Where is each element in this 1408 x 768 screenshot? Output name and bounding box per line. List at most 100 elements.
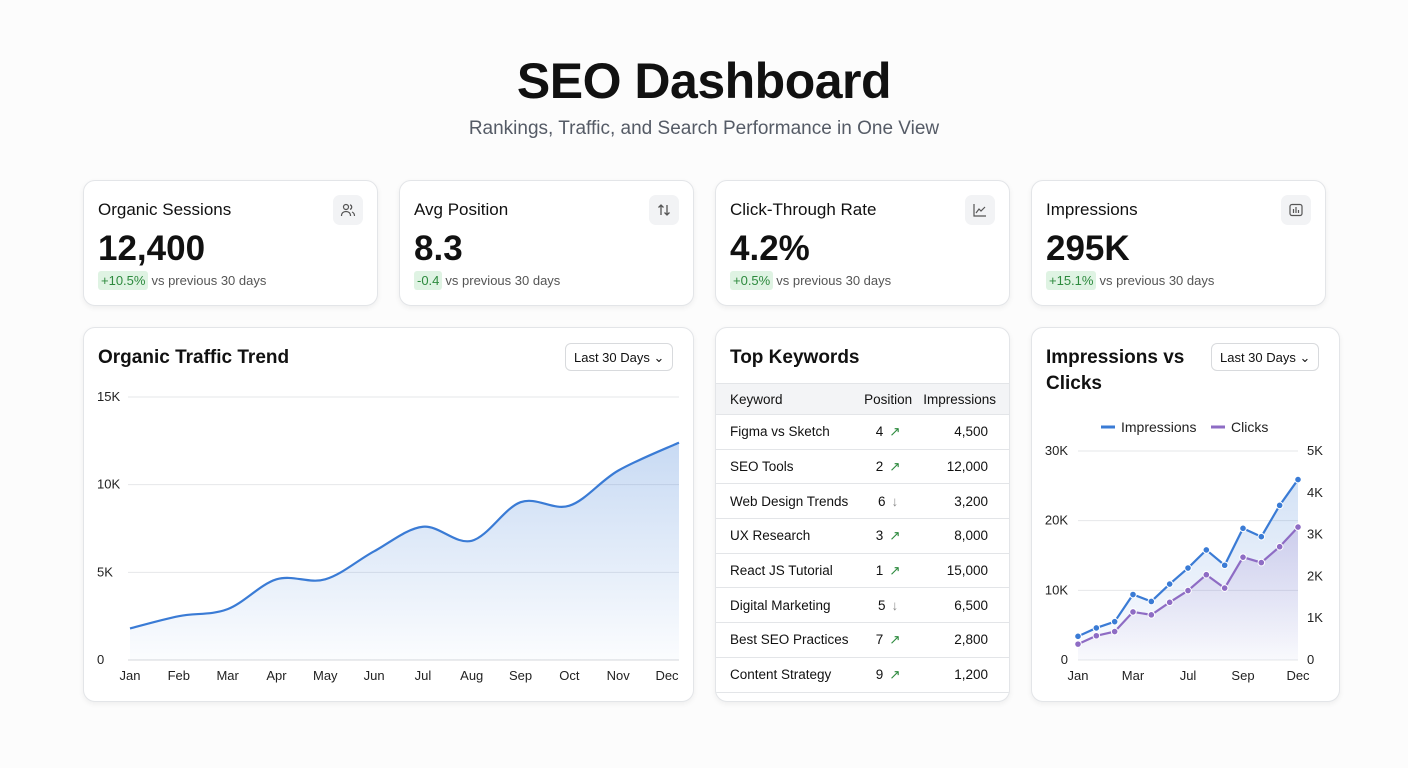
keyword-cell: Web Design Trends — [716, 483, 862, 520]
data-point — [1275, 542, 1284, 551]
x-tick-label: May — [313, 668, 338, 683]
bar-chart-icon — [1281, 195, 1311, 225]
x-tick-label: Aug — [460, 668, 483, 683]
traffic-line — [129, 441, 680, 630]
page-title: SEO Dashboard — [516, 53, 892, 109]
x-tick-label: Sep — [1231, 668, 1254, 683]
data-point — [1202, 570, 1211, 579]
table-row[interactable]: Figma vs Sketch 4 ↗ 4,500 — [716, 414, 1009, 450]
data-point — [1294, 523, 1302, 531]
position-cell: 6 — [878, 493, 886, 509]
position-cell: 1 — [875, 562, 884, 578]
kpi-delta-badge: +10.5% — [98, 271, 149, 290]
x-tick-label: Jul — [415, 668, 432, 683]
range-dropdown[interactable]: Last 30 Days ⌄ — [565, 343, 674, 371]
col-impressions: Impressions — [914, 383, 1009, 415]
kpi-card: Organic Sessions 12,400 +10.5% vs previou… — [83, 180, 378, 306]
y-right-tick-label: 0 — [1307, 652, 1314, 667]
y-right-tick-label: 5K — [1307, 443, 1323, 458]
y-left-tick-label: 0 — [1061, 652, 1068, 667]
data-point — [1275, 501, 1284, 510]
kpi-value: 8.3 — [414, 229, 463, 268]
sort-arrows-icon — [649, 195, 679, 225]
data-point — [1239, 524, 1247, 533]
data-point — [1257, 558, 1266, 567]
y-right-tick-label: 2K — [1307, 568, 1323, 583]
table-row[interactable]: UX Research 3 ↗ 8,000 — [716, 518, 1009, 554]
impressions-cell: 2,800 — [914, 622, 1009, 658]
data-point — [1184, 564, 1192, 572]
data-point — [1129, 608, 1137, 616]
kpi-title: Organic Sessions — [98, 200, 232, 219]
y-left-tick-label: 10K — [1045, 582, 1068, 597]
kpi-note: vs previous 30 days — [445, 273, 561, 288]
chevron-down-icon: ⌄ — [1299, 350, 1311, 365]
trend-down-icon: ↓ — [891, 597, 899, 613]
impressions-cell: 15,000 — [914, 553, 1009, 589]
x-tick-label: Jul — [1180, 668, 1197, 683]
kpi-title: Impressions — [1046, 200, 1138, 219]
legend-label: Clicks — [1231, 419, 1268, 435]
table-row[interactable]: Digital Marketing 5 ↓ 6,500 — [716, 587, 1009, 624]
impressions-cell: 8,000 — [914, 518, 1009, 554]
table-row[interactable]: Best SEO Practices 7 ↗ 2,800 — [716, 622, 1009, 658]
trend-up-icon: ↗ — [889, 458, 901, 474]
table-row[interactable]: Web Design Trends 6 ↓ 3,200 — [716, 483, 1009, 520]
table-row[interactable]: SEO Tools 2 ↗ 12,000 — [716, 449, 1009, 485]
position-cell: 9 — [875, 666, 884, 682]
traffic-area — [130, 442, 679, 660]
position-cell: 2 — [875, 458, 884, 474]
table-row[interactable]: Content Strategy 9 ↗ 1,200 — [716, 657, 1009, 693]
kpi-title: Avg Position — [414, 200, 509, 219]
x-tick-label: Oct — [559, 668, 580, 683]
data-point — [1129, 590, 1137, 599]
impressions-cell: 6,500 — [914, 587, 1009, 624]
kpi-note: vs previous 30 days — [1099, 273, 1215, 288]
keywords-card: Top Keywords Keyword Position Impression… — [715, 327, 1010, 702]
y-left-tick-label: 20K — [1045, 513, 1068, 528]
col-position: Position — [861, 383, 915, 415]
impressions-cell: 3,200 — [914, 483, 1009, 520]
kpi-delta-badge: +0.5% — [730, 271, 774, 290]
y-right-tick-label: 1K — [1307, 610, 1323, 625]
x-tick-label: Jun — [364, 668, 385, 683]
impressions-cell: 4,500 — [914, 414, 1009, 450]
keyword-cell: SEO Tools — [716, 449, 862, 485]
keyword-cell: Best SEO Practices — [716, 622, 862, 658]
x-tick-label: Mar — [216, 668, 239, 683]
y-left-tick-label: 30K — [1045, 443, 1068, 458]
position-cell: 7 — [875, 631, 884, 647]
x-tick-label: Dec — [1286, 668, 1310, 683]
keyword-cell: Figma vs Sketch — [716, 414, 862, 450]
table-row[interactable]: React JS Tutorial 1 ↗ 15,000 — [716, 553, 1009, 589]
data-point — [1184, 586, 1192, 595]
users-icon — [333, 195, 363, 225]
legend-label: Impressions — [1121, 419, 1196, 435]
data-point — [1092, 631, 1101, 640]
position-cell: 4 — [875, 423, 884, 439]
keyword-cell: Content Strategy — [716, 657, 862, 693]
x-tick-label: Mar — [1122, 668, 1145, 683]
data-point — [1239, 553, 1247, 561]
impressions-cell: 1,200 — [914, 657, 1009, 693]
col-keyword: Keyword — [716, 383, 862, 415]
data-point — [1220, 561, 1229, 570]
trend-up-icon: ↗ — [889, 562, 901, 578]
line-chart-icon — [965, 195, 995, 225]
kpi-card: Click-Through Rate 4.2% +0.5% vs previous… — [715, 180, 1010, 306]
x-tick-label: Feb — [168, 668, 190, 683]
data-point — [1147, 597, 1156, 606]
trend-up-icon: ↗ — [889, 631, 901, 647]
data-point — [1074, 640, 1082, 648]
kpi-note: vs previous 30 days — [776, 273, 892, 288]
range-dropdown[interactable]: Last 30 Days ⌄ — [1211, 343, 1320, 371]
kpi-title: Click-Through Rate — [730, 200, 877, 219]
data-point — [1110, 617, 1119, 626]
chevron-down-icon: ⌄ — [653, 350, 665, 365]
x-tick-label: Dec — [655, 668, 679, 683]
trend-up-icon: ↗ — [889, 666, 901, 682]
y-tick-label: 5K — [97, 564, 113, 579]
data-point — [1165, 598, 1174, 607]
trend-up-icon: ↗ — [889, 423, 901, 439]
keyword-cell: React JS Tutorial — [716, 553, 862, 589]
